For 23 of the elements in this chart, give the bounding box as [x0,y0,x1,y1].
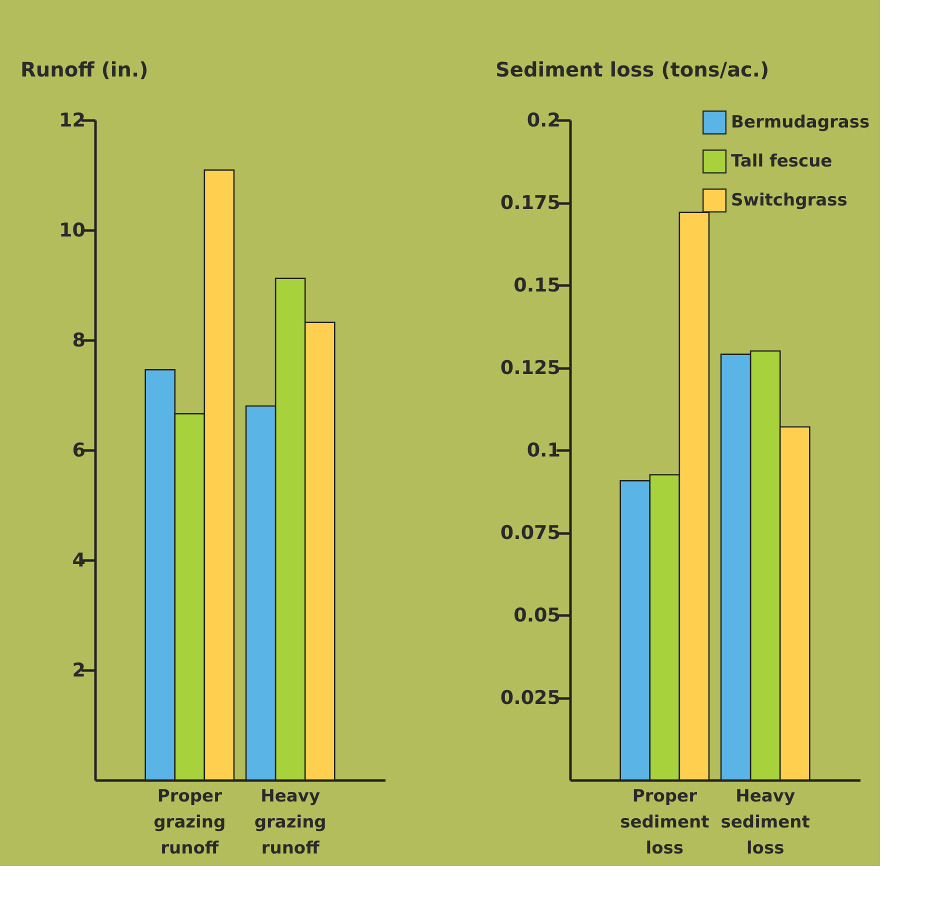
legend-label: Tall fescue [731,152,832,172]
x-tick-label: Proper sediment loss [620,786,710,858]
x-tick-label: Heavy grazing runoff [254,786,326,858]
y-tick-label: 0.175 [500,192,560,214]
y-tick-label: 0.15 [514,274,560,296]
y-tick-label: 0.1 [526,440,560,462]
y-tick-label: 6 [72,440,86,462]
y-tick-label: 0.2 [526,110,560,132]
y-tick-label: 0.125 [500,357,560,379]
y-tick-label: 0.05 [514,604,560,626]
legend-label: Switchgrass [731,190,848,210]
y-tick-label: 10 [59,220,86,242]
y-tick-label: 0.025 [500,687,560,709]
y-tick-label: 8 [72,330,86,352]
y-axis-title: Runoff (in.) [20,58,148,82]
y-tick-label: 0.075 [500,522,560,544]
y-tick-label: 12 [59,110,86,132]
y-tick-label: 2 [72,660,86,682]
x-tick-label: Proper grazing runoff [154,786,226,858]
legend-label: Bermudagrass [731,112,870,132]
y-axis-title: Sediment loss (tons/ac.) [496,58,770,82]
y-tick-label: 4 [72,550,86,572]
x-tick-label: Heavy sediment loss [720,786,810,858]
